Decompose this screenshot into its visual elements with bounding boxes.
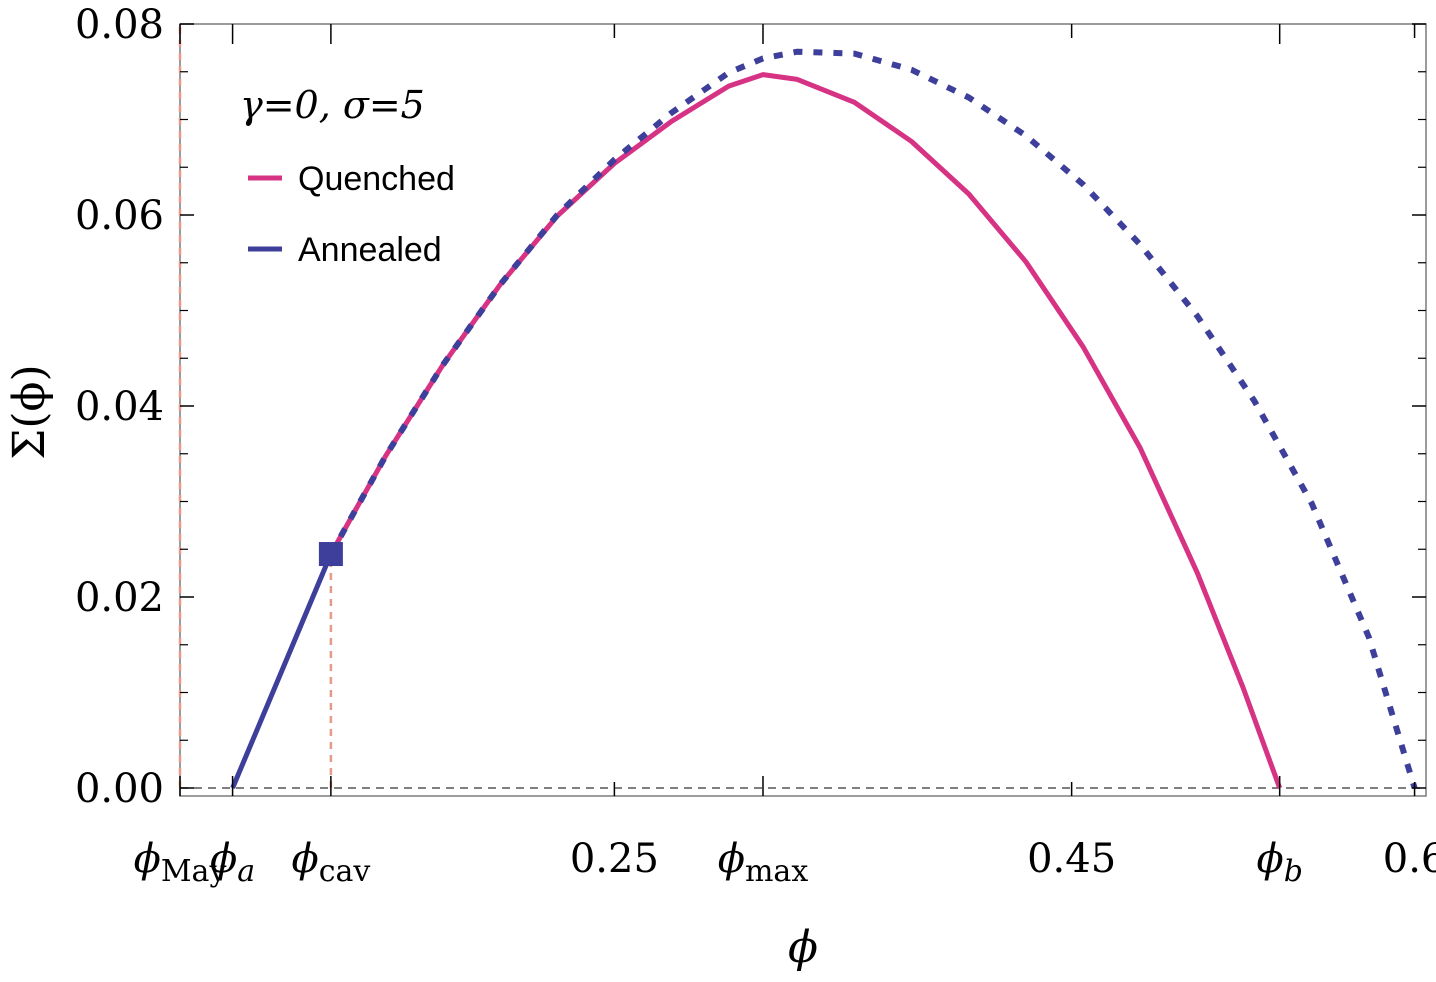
legend-label-quenched: Quenched	[298, 160, 455, 198]
y-tick-label: 0.00	[75, 766, 164, 812]
x-tick-label: ϕMay	[134, 836, 227, 889]
legend: γ=0, σ=5 Quenched Annealed	[240, 83, 455, 269]
series-line-annealed-solid	[230, 553, 334, 789]
cavity-point-marker	[318, 542, 343, 567]
x-tick-label: 0.25	[570, 836, 659, 882]
y-tick-label: 0.02	[75, 575, 164, 621]
y-axis-title: Σ(ϕ)	[4, 364, 55, 459]
x-tick-label: ϕmax	[718, 836, 809, 889]
x-tick-label: ϕa	[210, 836, 255, 889]
x-tick-label: ϕb	[1256, 836, 1302, 889]
ticks	[179, 23, 1426, 796]
x-tick-label: 0.6	[1383, 836, 1436, 882]
x-tick-label: ϕcav	[291, 836, 370, 889]
x-tick-label: 0.45	[1027, 836, 1116, 882]
y-tick-label: 0.04	[75, 384, 164, 430]
legend-title: γ=0, σ=5	[240, 83, 425, 127]
series-line-annealed-dotted	[328, 48, 1418, 789]
y-tick-label: 0.06	[75, 193, 164, 239]
x-axis-title: ϕ	[788, 922, 818, 973]
series-line-quenched-solid	[328, 72, 1283, 789]
series-group	[230, 48, 1418, 789]
legend-label-annealed: Annealed	[298, 231, 442, 269]
y-tick-label: 0.08	[75, 2, 164, 48]
